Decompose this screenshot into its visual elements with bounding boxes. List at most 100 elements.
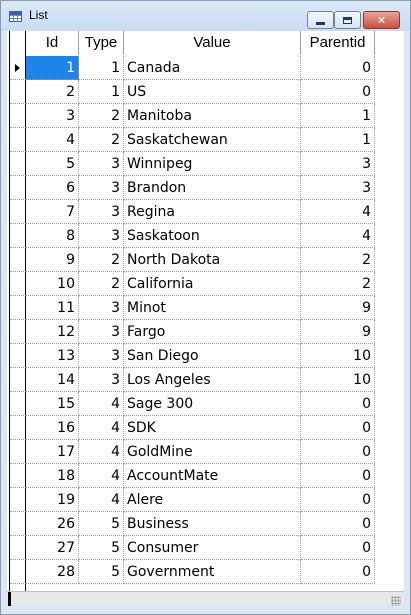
cell-value[interactable]: AccountMate bbox=[124, 464, 301, 488]
cell-id[interactable]: 28 bbox=[26, 560, 79, 584]
cell-parentid[interactable]: 0 bbox=[301, 392, 375, 416]
cell-id[interactable]: 26 bbox=[26, 512, 79, 536]
cell-value[interactable]: GoldMine bbox=[124, 440, 301, 464]
cell-parentid[interactable]: 3 bbox=[301, 176, 375, 200]
column-header-type[interactable]: Type bbox=[79, 31, 124, 55]
cell-parentid[interactable]: 0 bbox=[301, 80, 375, 104]
column-header-value[interactable]: Value bbox=[124, 31, 301, 55]
cell-parentid[interactable]: 0 bbox=[301, 464, 375, 488]
cell-value[interactable]: Canada bbox=[124, 56, 301, 80]
cell-parentid[interactable]: 9 bbox=[301, 296, 375, 320]
cell-id[interactable]: 12 bbox=[26, 320, 79, 344]
cell-id[interactable]: 2 bbox=[26, 80, 79, 104]
cell-id[interactable]: 19 bbox=[26, 488, 79, 512]
cell-type[interactable]: 3 bbox=[79, 224, 124, 248]
record-selector[interactable] bbox=[10, 344, 26, 368]
cell-parentid[interactable]: 0 bbox=[301, 560, 375, 584]
cell-value[interactable]: North Dakota bbox=[124, 248, 301, 272]
cell-type[interactable]: 3 bbox=[79, 152, 124, 176]
record-selector[interactable] bbox=[10, 464, 26, 488]
cell-id[interactable]: 14 bbox=[26, 368, 79, 392]
cell-parentid[interactable]: 1 bbox=[301, 128, 375, 152]
cell-id[interactable]: 16 bbox=[26, 416, 79, 440]
cell-value[interactable]: California bbox=[124, 272, 301, 296]
title-bar[interactable]: List ✕ bbox=[1, 1, 410, 31]
record-selector[interactable] bbox=[10, 488, 26, 512]
record-selector[interactable] bbox=[10, 512, 26, 536]
cell-value[interactable]: Winnipeg bbox=[124, 152, 301, 176]
cell-type[interactable]: 2 bbox=[79, 128, 124, 152]
cell-id[interactable]: 5 bbox=[26, 152, 79, 176]
cell-id[interactable]: 8 bbox=[26, 224, 79, 248]
cell-parentid[interactable]: 0 bbox=[301, 416, 375, 440]
record-selector[interactable] bbox=[10, 296, 26, 320]
cell-parentid[interactable]: 2 bbox=[301, 248, 375, 272]
cell-type[interactable]: 2 bbox=[79, 248, 124, 272]
record-selector[interactable] bbox=[10, 224, 26, 248]
cell-type[interactable]: 4 bbox=[79, 416, 124, 440]
cell-id[interactable]: 13 bbox=[26, 344, 79, 368]
cell-value[interactable]: Minot bbox=[124, 296, 301, 320]
cell-type[interactable]: 1 bbox=[79, 56, 124, 80]
record-selector[interactable] bbox=[10, 248, 26, 272]
cell-type[interactable]: 5 bbox=[79, 512, 124, 536]
cell-value[interactable]: Saskatchewan bbox=[124, 128, 301, 152]
cell-parentid[interactable]: 0 bbox=[301, 56, 375, 80]
cell-parentid[interactable]: 2 bbox=[301, 272, 375, 296]
cell-value[interactable]: Brandon bbox=[124, 176, 301, 200]
minimize-button[interactable] bbox=[307, 11, 334, 29]
cell-type[interactable]: 2 bbox=[79, 104, 124, 128]
cell-id[interactable]: 6 bbox=[26, 176, 79, 200]
cell-type[interactable]: 1 bbox=[79, 80, 124, 104]
cell-type[interactable]: 3 bbox=[79, 344, 124, 368]
cell-parentid[interactable]: 4 bbox=[301, 224, 375, 248]
cell-id[interactable]: 7 bbox=[26, 200, 79, 224]
record-selector[interactable] bbox=[10, 536, 26, 560]
size-grip-icon[interactable] bbox=[391, 596, 401, 606]
column-header-parentid[interactable]: Parentid bbox=[301, 31, 375, 55]
cell-parentid[interactable]: 9 bbox=[301, 320, 375, 344]
record-selector[interactable] bbox=[10, 56, 26, 80]
cell-value[interactable]: Business bbox=[124, 512, 301, 536]
cell-type[interactable]: 3 bbox=[79, 368, 124, 392]
cell-id[interactable]: 10 bbox=[26, 272, 79, 296]
cell-value[interactable]: Fargo bbox=[124, 320, 301, 344]
cell-type[interactable]: 3 bbox=[79, 176, 124, 200]
cell-id[interactable]: 3 bbox=[26, 104, 79, 128]
cell-value[interactable]: Saskatoon bbox=[124, 224, 301, 248]
cell-type[interactable]: 4 bbox=[79, 440, 124, 464]
record-selector[interactable] bbox=[10, 152, 26, 176]
data-grid[interactable]: Id Type Value Parentid 1 1 Canada 0 2 1 US 0 3 2 M… bbox=[7, 31, 404, 606]
cell-parentid[interactable]: 3 bbox=[301, 152, 375, 176]
column-header-id[interactable]: Id bbox=[26, 31, 79, 55]
record-selector[interactable] bbox=[10, 368, 26, 392]
cell-parentid[interactable]: 0 bbox=[301, 512, 375, 536]
cell-value[interactable]: Sage 300 bbox=[124, 392, 301, 416]
maximize-button[interactable] bbox=[334, 11, 361, 29]
cell-value[interactable]: SDK bbox=[124, 416, 301, 440]
record-selector[interactable] bbox=[10, 416, 26, 440]
cell-value[interactable]: Consumer bbox=[124, 536, 301, 560]
cell-type[interactable]: 3 bbox=[79, 296, 124, 320]
cell-type[interactable]: 4 bbox=[79, 488, 124, 512]
cell-id[interactable]: 1 bbox=[26, 56, 79, 80]
cell-value[interactable]: Government bbox=[124, 560, 301, 584]
record-selector[interactable] bbox=[10, 176, 26, 200]
cell-type[interactable]: 4 bbox=[79, 464, 124, 488]
cell-parentid[interactable]: 4 bbox=[301, 200, 375, 224]
cell-parentid[interactable]: 10 bbox=[301, 344, 375, 368]
cell-id[interactable]: 27 bbox=[26, 536, 79, 560]
close-button[interactable]: ✕ bbox=[363, 11, 400, 29]
cell-id[interactable]: 15 bbox=[26, 392, 79, 416]
cell-type[interactable]: 3 bbox=[79, 200, 124, 224]
record-selector[interactable] bbox=[10, 560, 26, 584]
record-selector[interactable] bbox=[10, 440, 26, 464]
record-selector[interactable] bbox=[10, 200, 26, 224]
cell-value[interactable]: Regina bbox=[124, 200, 301, 224]
cell-value[interactable]: Alere bbox=[124, 488, 301, 512]
record-selector[interactable] bbox=[10, 392, 26, 416]
cell-id[interactable]: 17 bbox=[26, 440, 79, 464]
record-selector[interactable] bbox=[10, 80, 26, 104]
record-selector[interactable] bbox=[10, 128, 26, 152]
cell-parentid[interactable]: 0 bbox=[301, 440, 375, 464]
